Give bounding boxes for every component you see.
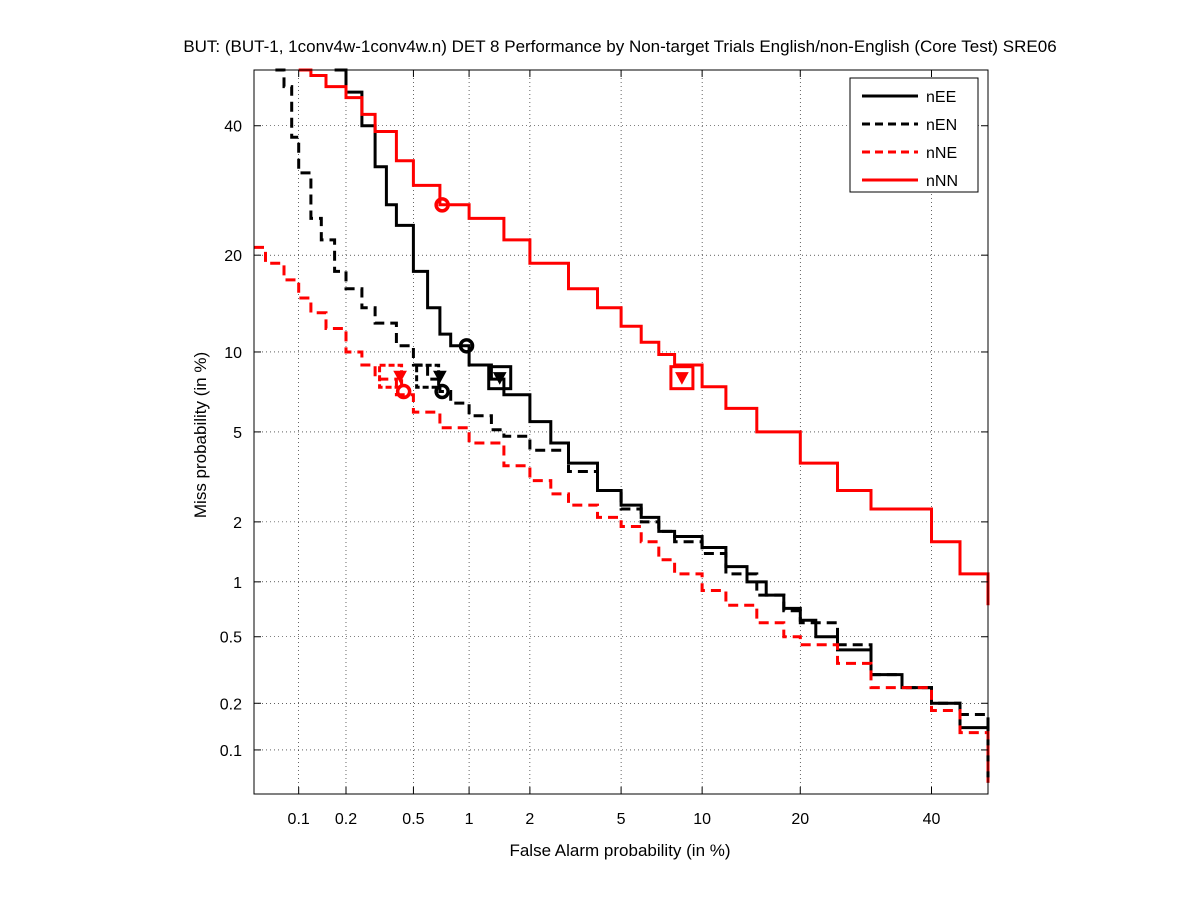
series-line-nnn <box>298 68 990 606</box>
legend-label-nnn: nNN <box>926 173 958 190</box>
nne-square-marker <box>378 363 404 389</box>
series-line-nen <box>275 68 990 783</box>
y-tick-label: 0.2 <box>220 696 242 713</box>
nnn-triangle-marker <box>675 372 689 385</box>
x-tick-label: 2 <box>525 811 534 828</box>
y-axis-label: Miss probability (in %) <box>191 352 210 518</box>
nee-triangle-marker <box>492 372 507 385</box>
legend-label-nen: nEN <box>926 117 957 134</box>
series-line-nne <box>254 245 990 783</box>
y-tick-label: 10 <box>224 345 242 362</box>
y-tick-label: 5 <box>233 425 242 442</box>
x-axis-label: False Alarm probability (in %) <box>509 841 730 860</box>
x-tick-label: 5 <box>617 811 626 828</box>
nnn-circle-marker <box>434 197 450 213</box>
nee-square-marker <box>487 365 513 391</box>
nne-circle-marker <box>395 383 412 400</box>
legend-label-nee: nEE <box>926 89 956 106</box>
legend-label-nne: nNE <box>926 145 957 162</box>
x-tick-label: 10 <box>693 811 711 828</box>
nee-circle-marker <box>458 338 475 354</box>
x-axis-ticks: 0.1 0.2 0.5 1 2 5 10 20 40 <box>288 70 941 828</box>
nnn-square-marker <box>669 365 695 391</box>
nen-circle-marker <box>434 383 450 400</box>
y-tick-label: 0.5 <box>220 630 242 647</box>
nen-square-marker <box>415 363 441 389</box>
x-tick-label: 40 <box>923 811 941 828</box>
x-tick-label: 0.5 <box>402 811 424 828</box>
chart-title: BUT: (BUT-1, 1conv4w-1conv4w.n) DET 8 Pe… <box>183 37 1056 56</box>
x-tick-label: 0.2 <box>335 811 357 828</box>
y-axis-ticks: 0.1 0.2 0.5 1 2 5 10 20 40 <box>220 119 988 760</box>
y-tick-label: 2 <box>233 515 242 532</box>
x-tick-label: 20 <box>791 811 809 828</box>
y-tick-label: 0.1 <box>220 743 242 760</box>
marker-layer <box>378 197 695 400</box>
y-tick-label: 20 <box>224 248 242 265</box>
legend: nEE nEN nNE nNN <box>849 77 979 193</box>
y-tick-label: 40 <box>224 119 242 136</box>
x-tick-label: 1 <box>465 811 474 828</box>
series-layer <box>254 68 990 783</box>
x-tick-label: 0.1 <box>288 811 310 828</box>
y-tick-label: 1 <box>233 575 242 592</box>
